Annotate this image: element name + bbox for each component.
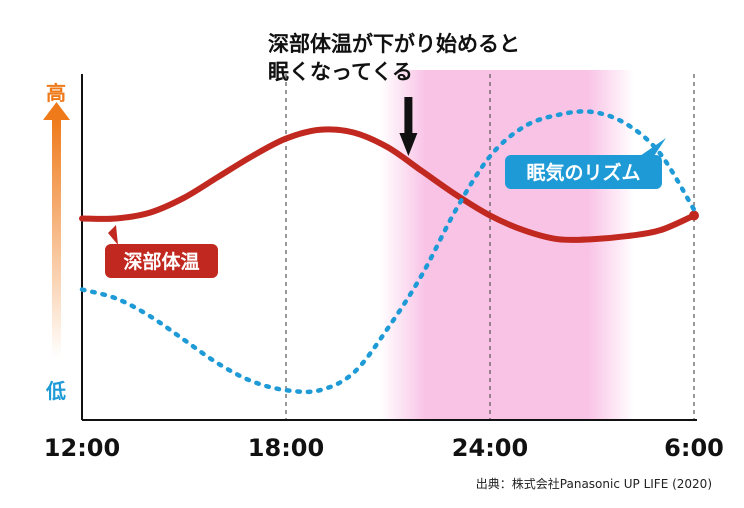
x-tick-labels: 12:00 18:00 24:00 6:00 [44, 434, 724, 462]
body-temperature-end-point [689, 210, 699, 221]
title-line-2: 眠くなってくる [268, 60, 413, 84]
source-credit: 出典：株式会社Panasonic UP LIFE (2020) [476, 476, 712, 491]
series-line-body-temperature [79, 126, 697, 243]
x-tick-label-24:00: 24:00 [452, 434, 528, 462]
y-scale-arrowhead [43, 102, 70, 120]
title-line-1: 深部体温が下がり始めると [268, 32, 520, 56]
x-tick-label-6:00: 6:00 [664, 434, 724, 462]
y-scale-gradient-arrow [52, 118, 61, 358]
x-tick-label-18:00: 18:00 [248, 434, 324, 462]
sleep-zone-highlight [380, 70, 634, 420]
x-tick-label-12:00: 12:00 [44, 434, 120, 462]
legend-body-temperature: 深部体温 [105, 225, 218, 278]
grid-lines [285, 74, 695, 420]
legend-label-sleepiness: 眠気のリズム [526, 161, 640, 184]
legend-sleepiness: 眠気のリズム [505, 138, 666, 189]
series-line-sleepiness [79, 109, 697, 395]
y-high-label: 高 [46, 81, 66, 105]
legend-label-body-temperature: 深部体温 [123, 250, 199, 273]
y-low-label: 低 [45, 379, 66, 403]
down-arrow-icon [399, 97, 418, 156]
